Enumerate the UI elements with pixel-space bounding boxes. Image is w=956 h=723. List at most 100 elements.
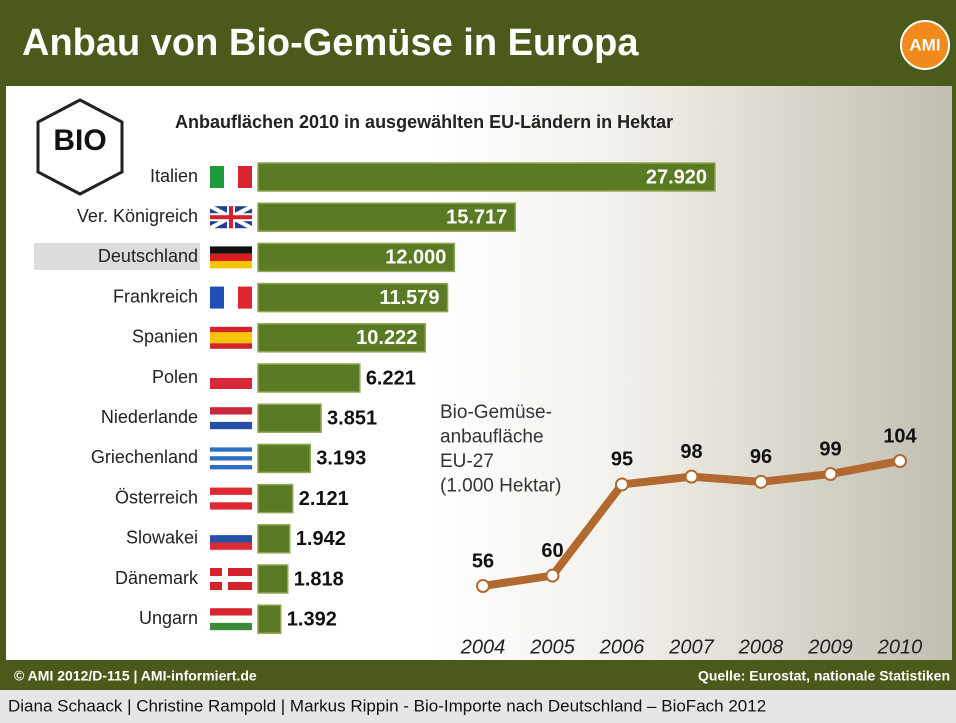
point [616, 478, 628, 490]
flag [224, 287, 238, 309]
x-tick-label: 2007 [668, 636, 714, 658]
flag [210, 343, 252, 349]
value-label: 1.942 [296, 528, 346, 550]
bar [258, 605, 281, 633]
flag [210, 338, 252, 344]
category-label: Niederlande [101, 407, 198, 427]
category-label: Italien [150, 166, 198, 186]
flag [224, 166, 238, 188]
point [825, 468, 837, 480]
title: Anbau von Bio-Gemüse in Europa [22, 22, 639, 64]
ami-logo-text: AMI [909, 35, 940, 54]
flag [210, 422, 252, 429]
flag [210, 616, 252, 623]
category-label: Polen [152, 367, 198, 387]
flag [210, 407, 252, 414]
flag [210, 461, 252, 465]
category-label: Slowakei [126, 528, 198, 548]
flag [210, 535, 252, 542]
flag [210, 576, 252, 582]
flag [210, 254, 252, 261]
flag [210, 528, 252, 535]
flag [222, 568, 228, 590]
flag [210, 327, 252, 333]
flag [210, 502, 252, 509]
flag [210, 488, 252, 495]
flag [210, 465, 252, 469]
flag [238, 166, 252, 188]
flag [210, 623, 252, 630]
flag [210, 166, 224, 188]
bio-badge-text: BIO [53, 124, 106, 157]
value-label: 12.000 [385, 247, 446, 269]
flag [210, 261, 252, 268]
bar [258, 525, 290, 553]
flag [210, 378, 252, 389]
value-label: 95 [611, 449, 633, 471]
footer-right: Quelle: Eurostat, nationale Statistiken [698, 668, 950, 684]
category-label: Dänemark [115, 568, 199, 588]
value-label: 96 [750, 446, 772, 468]
flag [210, 246, 252, 253]
infographic: Anbau von Bio-Gemüse in Europa AMI BIO A… [0, 0, 956, 723]
page: {"header": {"title": "Anbau von Bio-Gemü… [0, 0, 956, 723]
value-label: 99 [819, 438, 841, 460]
value-label: 60 [541, 540, 563, 562]
value-label: 3.851 [327, 407, 377, 429]
bar [258, 364, 360, 392]
caption: Diana Schaack | Christine Rampold | Mark… [8, 696, 766, 715]
footer-left: © AMI 2012/D-115 | AMI-informiert.de [14, 668, 257, 684]
line-chart-title: Bio-Gemüse- [440, 402, 552, 423]
category-label: Österreich [115, 487, 198, 507]
flag [238, 287, 252, 309]
value-label: 6.221 [366, 367, 416, 389]
value-label: 1.818 [294, 568, 344, 590]
flag [210, 608, 252, 615]
bar [258, 565, 288, 593]
value-label: 10.222 [356, 327, 417, 349]
x-tick-label: 2010 [877, 636, 923, 658]
x-tick-label: 2006 [599, 636, 645, 658]
point [547, 570, 559, 582]
bar [258, 404, 321, 432]
category-label: Ungarn [139, 608, 198, 628]
flag [229, 206, 233, 228]
category-label: Ver. Königreich [77, 206, 198, 226]
value-label: 15.717 [446, 206, 507, 228]
bar-chart-title: Anbauflächen 2010 in ausgewählten EU-Län… [175, 112, 673, 132]
point [686, 471, 698, 483]
value-label: 98 [680, 441, 702, 463]
flag [210, 447, 252, 451]
flag [210, 415, 252, 422]
category-label: Spanien [132, 327, 198, 347]
bar [258, 485, 293, 513]
value-label: 3.193 [316, 448, 366, 470]
line-chart-title: EU-27 [440, 451, 494, 472]
flag [210, 456, 252, 460]
value-label: 56 [472, 550, 494, 572]
flag [210, 452, 252, 456]
x-tick-label: 2004 [460, 636, 506, 658]
flag [210, 367, 252, 378]
flag [210, 542, 252, 549]
value-label: 27.920 [646, 166, 707, 188]
x-tick-label: 2009 [807, 636, 853, 658]
x-tick-label: 2005 [529, 636, 575, 658]
value-label: 1.392 [287, 608, 337, 630]
line-chart-title: (1.000 Hektar) [440, 476, 561, 497]
x-tick-label: 2008 [738, 636, 784, 658]
value-label: 104 [883, 425, 917, 447]
category-label: Deutschland [98, 246, 198, 266]
bar [258, 444, 310, 472]
point [894, 455, 906, 467]
line-chart-title: anbaufläche [440, 427, 544, 448]
point [755, 476, 767, 488]
flag [210, 495, 252, 502]
point [477, 580, 489, 592]
category-label: Griechenland [91, 447, 198, 467]
value-label: 2.121 [299, 488, 349, 510]
flag [210, 332, 252, 338]
category-label: Frankreich [113, 286, 198, 306]
value-label: 11.579 [379, 287, 439, 309]
flag [210, 287, 224, 309]
